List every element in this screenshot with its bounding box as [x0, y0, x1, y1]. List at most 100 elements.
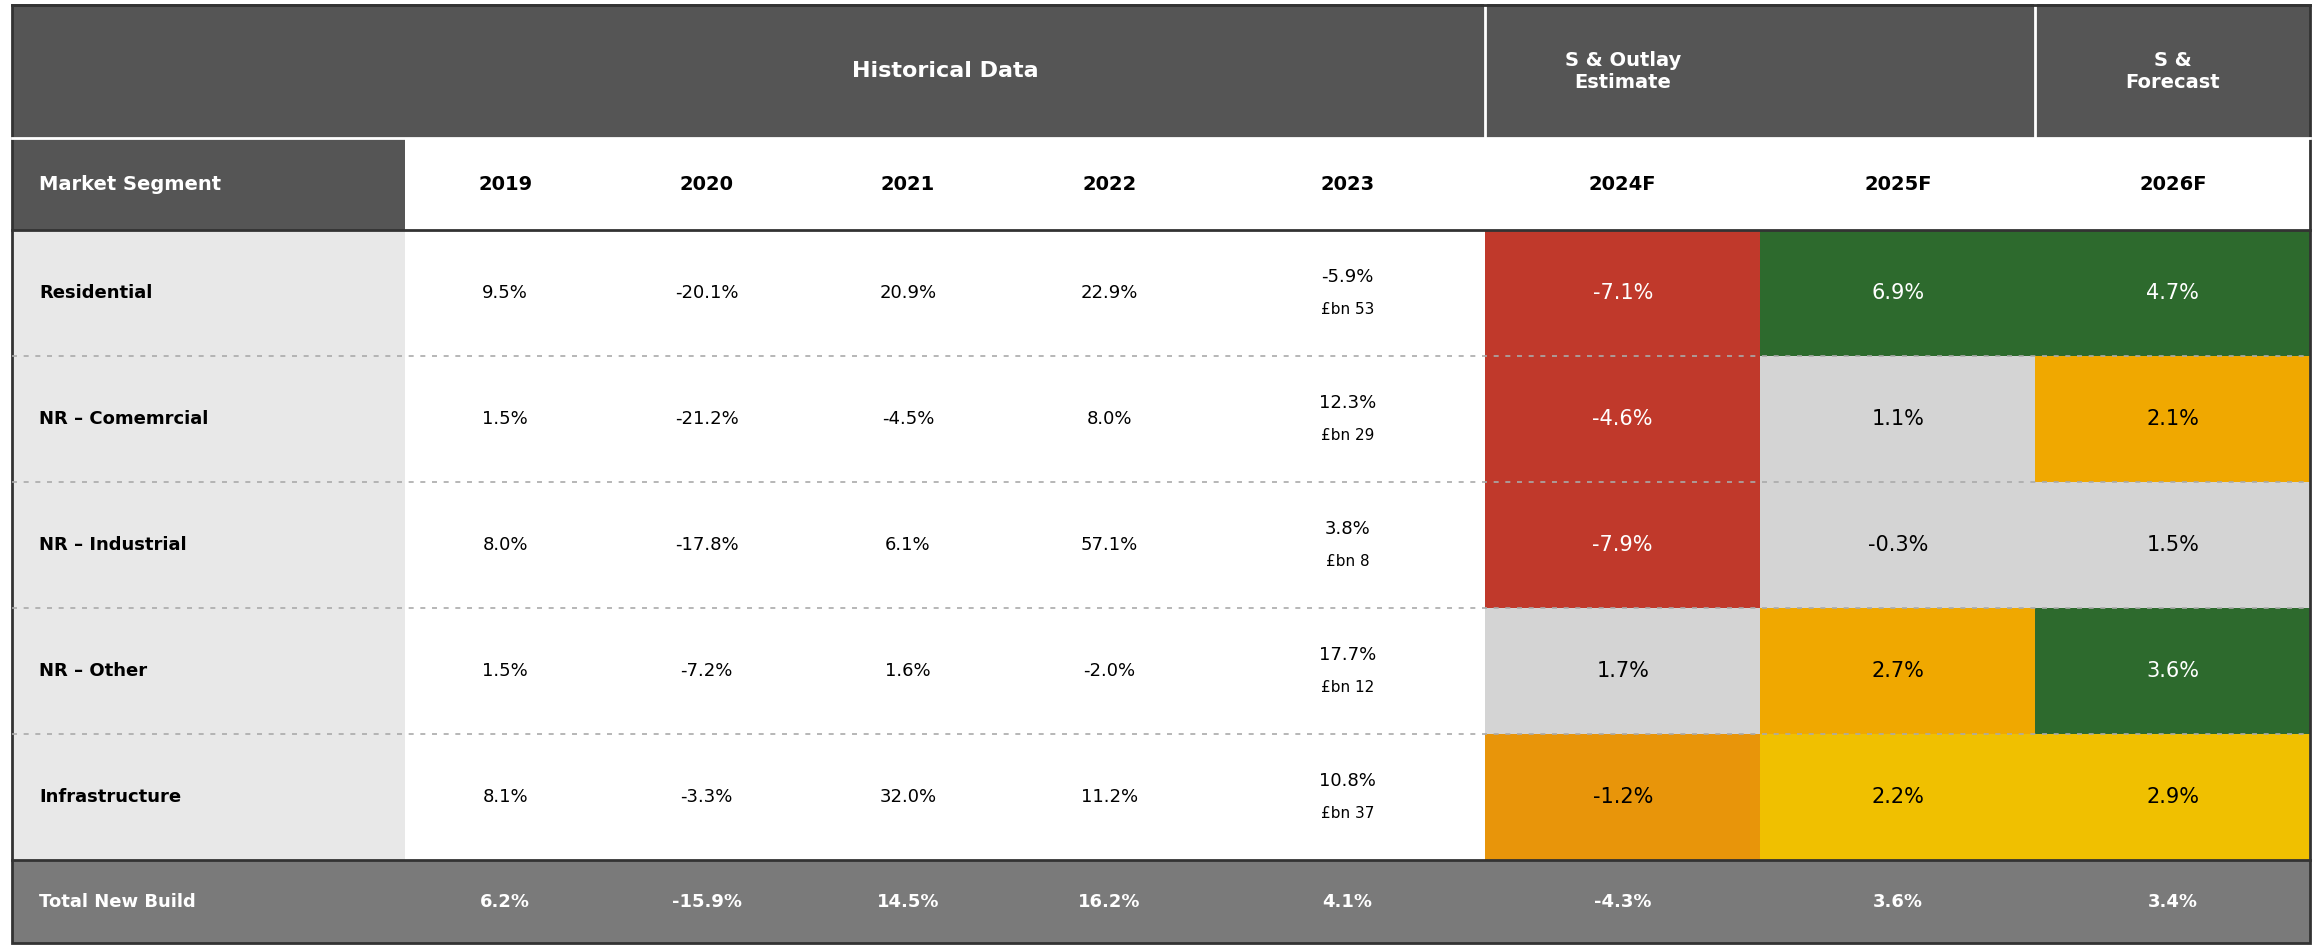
Text: NR – Other: NR – Other — [39, 663, 149, 681]
Text: Residential: Residential — [39, 284, 153, 302]
Bar — [404, 483, 606, 609]
Text: 1.5%: 1.5% — [2146, 536, 2199, 556]
Text: -20.1%: -20.1% — [676, 284, 738, 302]
Text: 57.1%: 57.1% — [1080, 537, 1138, 555]
Text: 1.1%: 1.1% — [1872, 410, 1925, 429]
Text: 3.4%: 3.4% — [2148, 893, 2199, 911]
Text: 1.6%: 1.6% — [885, 663, 931, 681]
Bar — [1008, 138, 1210, 230]
Text: 2.1%: 2.1% — [2146, 410, 2199, 429]
Text: £bn 12: £bn 12 — [1321, 681, 1375, 695]
Bar — [808, 735, 1008, 861]
Text: -5.9%: -5.9% — [1321, 267, 1375, 285]
Bar — [1008, 230, 1210, 356]
Bar — [606, 138, 808, 230]
Text: Infrastructure: Infrastructure — [39, 789, 181, 807]
Text: 16.2%: 16.2% — [1077, 893, 1140, 911]
Text: £bn 29: £bn 29 — [1321, 428, 1375, 443]
Bar — [808, 609, 1008, 735]
Bar — [1486, 138, 1760, 230]
Bar — [1486, 609, 1760, 735]
Text: 8.0%: 8.0% — [1087, 410, 1133, 428]
Bar — [1486, 735, 1760, 861]
Text: -1.2%: -1.2% — [1593, 788, 1653, 808]
Text: -7.1%: -7.1% — [1593, 283, 1653, 303]
Bar — [12, 861, 2310, 943]
Text: -3.3%: -3.3% — [680, 789, 734, 807]
Bar — [808, 138, 1008, 230]
Text: 4.1%: 4.1% — [1324, 893, 1372, 911]
Text: 10.8%: 10.8% — [1319, 772, 1377, 790]
Text: -4.5%: -4.5% — [882, 410, 933, 428]
Text: 22.9%: 22.9% — [1080, 284, 1138, 302]
Bar — [12, 138, 404, 230]
Bar — [12, 735, 404, 861]
Text: 6.9%: 6.9% — [1872, 283, 1925, 303]
Bar — [404, 138, 606, 230]
Bar — [404, 356, 606, 483]
Bar — [1008, 483, 1210, 609]
Text: Total New Build: Total New Build — [39, 893, 197, 911]
Text: -2.0%: -2.0% — [1084, 663, 1135, 681]
Text: S & Outlay
Estimate: S & Outlay Estimate — [1565, 51, 1681, 92]
Text: NR – Comemrcial: NR – Comemrcial — [39, 410, 209, 428]
Text: -17.8%: -17.8% — [676, 537, 738, 555]
Bar — [12, 356, 404, 483]
Text: £bn 37: £bn 37 — [1321, 807, 1375, 821]
Bar — [404, 735, 606, 861]
Text: 12.3%: 12.3% — [1319, 393, 1377, 411]
Bar — [1210, 230, 1486, 356]
Bar — [808, 483, 1008, 609]
Bar — [1760, 735, 2036, 861]
Bar — [1760, 138, 2036, 230]
Text: £bn 8: £bn 8 — [1326, 555, 1370, 569]
Text: 6.1%: 6.1% — [885, 537, 931, 555]
Bar — [606, 230, 808, 356]
Text: 3.6%: 3.6% — [2146, 662, 2199, 682]
Text: 8.1%: 8.1% — [483, 789, 527, 807]
Text: -0.3%: -0.3% — [1867, 536, 1927, 556]
Text: 11.2%: 11.2% — [1080, 789, 1138, 807]
Text: 6.2%: 6.2% — [481, 893, 529, 911]
Text: Market Segment: Market Segment — [39, 174, 221, 193]
Text: Historical Data: Historical Data — [852, 62, 1038, 82]
Text: 2020: 2020 — [680, 174, 734, 193]
Text: 2025F: 2025F — [1865, 174, 1932, 193]
Text: 3.8%: 3.8% — [1326, 520, 1370, 538]
Text: 2024F: 2024F — [1588, 174, 1656, 193]
Text: 32.0%: 32.0% — [880, 789, 936, 807]
Text: 2022: 2022 — [1082, 174, 1135, 193]
Text: 17.7%: 17.7% — [1319, 646, 1377, 664]
Bar — [404, 230, 606, 356]
Bar — [404, 609, 606, 735]
Bar — [808, 356, 1008, 483]
Text: NR – Industrial: NR – Industrial — [39, 537, 188, 555]
Text: -7.2%: -7.2% — [680, 663, 734, 681]
Text: 1.5%: 1.5% — [483, 410, 527, 428]
Bar — [2036, 483, 2310, 609]
Bar — [2036, 230, 2310, 356]
Bar — [1008, 609, 1210, 735]
Bar — [12, 483, 404, 609]
Text: 2019: 2019 — [478, 174, 532, 193]
Bar — [1210, 483, 1486, 609]
Bar — [2036, 735, 2310, 861]
Bar — [12, 230, 404, 356]
Text: 2.9%: 2.9% — [2146, 788, 2199, 808]
Text: -4.3%: -4.3% — [1593, 893, 1651, 911]
Bar — [1760, 356, 2036, 483]
Text: 2.7%: 2.7% — [1872, 662, 1925, 682]
Bar — [2036, 356, 2310, 483]
Bar — [808, 230, 1008, 356]
Text: 2023: 2023 — [1321, 174, 1375, 193]
Text: 9.5%: 9.5% — [483, 284, 527, 302]
Bar — [606, 483, 808, 609]
Text: 14.5%: 14.5% — [878, 893, 940, 911]
Bar — [12, 5, 2310, 138]
Bar — [606, 735, 808, 861]
Bar — [1210, 356, 1486, 483]
Text: -7.9%: -7.9% — [1593, 536, 1653, 556]
Bar — [1760, 609, 2036, 735]
Bar — [1008, 356, 1210, 483]
Text: -21.2%: -21.2% — [676, 410, 738, 428]
